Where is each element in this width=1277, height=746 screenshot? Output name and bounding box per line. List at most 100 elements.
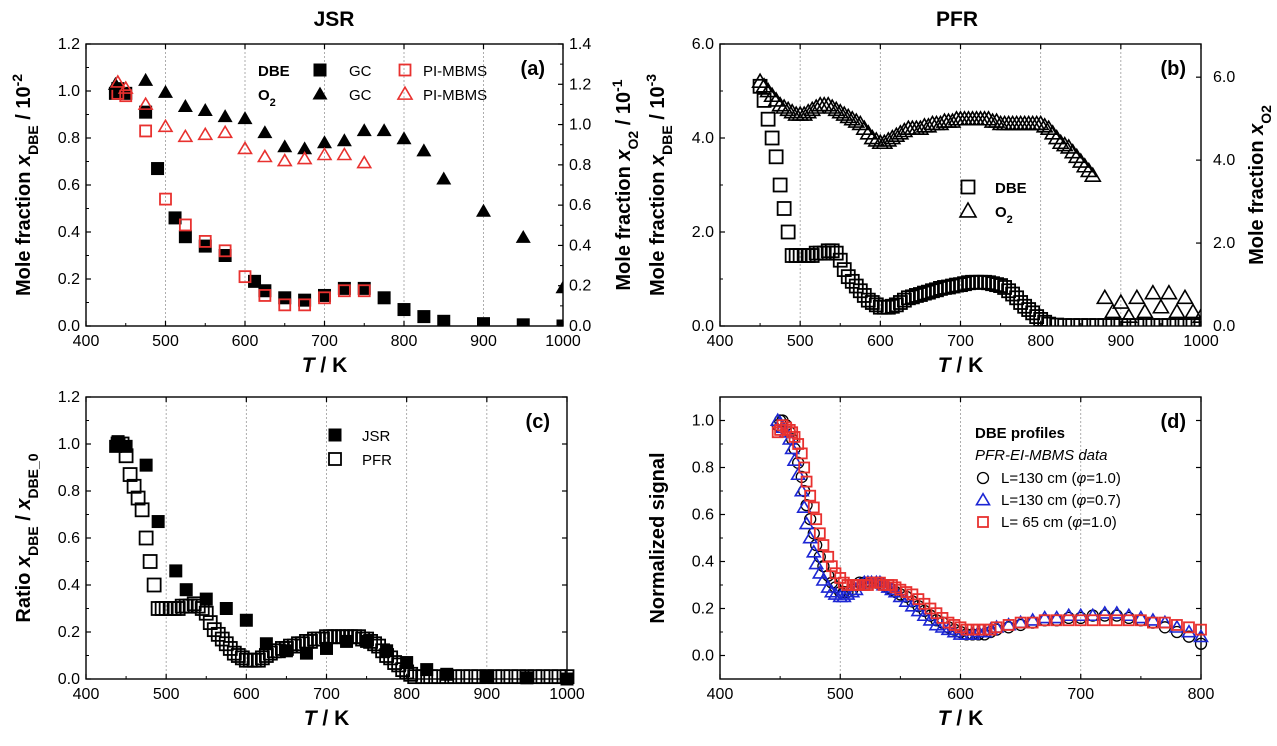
legend-marker <box>960 179 976 195</box>
data-point <box>779 100 798 117</box>
data-point <box>1038 614 1051 627</box>
y2-tick-label: 2.0 <box>1213 235 1235 252</box>
data-point <box>1035 117 1054 133</box>
data-point <box>1048 610 1065 624</box>
y-tick-label: 0.6 <box>58 530 80 547</box>
data-point <box>1110 614 1123 627</box>
data-point <box>803 100 822 117</box>
data-point <box>1014 616 1027 629</box>
x-axis-label: T / K <box>302 354 348 377</box>
y-tick-label: 0.6 <box>692 507 714 524</box>
data-point <box>479 669 495 685</box>
data-point <box>993 278 1008 293</box>
data-point <box>1169 619 1185 633</box>
y-tick-label: 0.0 <box>692 648 714 665</box>
data-point <box>1129 318 1145 326</box>
data-point <box>798 461 811 474</box>
data-point <box>1083 166 1102 182</box>
data-point <box>922 612 939 626</box>
data-point <box>985 276 1000 292</box>
data-point <box>277 139 293 153</box>
data-point <box>206 622 222 638</box>
data-point <box>775 98 794 114</box>
panel-label: (d) <box>1160 411 1186 433</box>
data-point <box>357 281 371 295</box>
data-point <box>798 516 815 530</box>
data-point <box>295 636 310 652</box>
data-point <box>864 295 880 310</box>
data-point <box>168 211 182 225</box>
panel-a: 400 500 600 700 800 900 10000.00.20.40.60.81.0… <box>9 36 641 377</box>
y-tick-label: 0.0 <box>692 318 714 335</box>
x-tick-label: 800 <box>391 333 418 350</box>
data-point <box>868 297 884 313</box>
x-tick-label: 1000 <box>549 686 585 703</box>
data-point <box>198 605 214 621</box>
data-point <box>921 284 936 300</box>
legend-subheading: PFR-EI-MBMS data <box>975 447 1108 464</box>
data-point <box>337 284 351 298</box>
data-point <box>139 105 153 119</box>
data-point <box>933 280 948 296</box>
data-point <box>984 623 997 636</box>
data-point <box>270 643 286 659</box>
legend-marker <box>396 85 414 100</box>
data-point <box>954 621 967 634</box>
data-point <box>416 143 432 157</box>
data-point <box>471 669 487 685</box>
data-point <box>1161 318 1177 326</box>
legend-heading: DBE profiles <box>975 425 1065 442</box>
panel-d-points <box>769 412 1209 650</box>
data-point <box>1111 293 1130 309</box>
data-point <box>186 596 202 612</box>
data-point <box>1144 284 1162 300</box>
legend-dbe: DBE <box>995 180 1027 197</box>
data-point <box>832 252 848 268</box>
data-point <box>154 601 170 616</box>
data-point <box>177 128 194 143</box>
data-point <box>783 103 802 119</box>
data-point <box>804 248 820 263</box>
data-point <box>900 290 916 306</box>
data-point <box>816 245 832 261</box>
data-point <box>1169 318 1185 326</box>
data-point <box>218 244 232 258</box>
data-point <box>1062 614 1075 627</box>
x-tick-label: 1000 <box>1183 333 1219 350</box>
legend-pi: PI-MBMS <box>423 87 487 104</box>
data-point <box>535 669 551 685</box>
data-point <box>1171 619 1183 631</box>
data-point <box>1127 288 1146 305</box>
data-point <box>197 103 213 117</box>
data-point <box>1005 286 1021 302</box>
data-point <box>258 289 272 302</box>
data-point <box>1002 619 1015 631</box>
data-point <box>776 201 792 216</box>
data-point <box>122 467 138 482</box>
legend-gc: GC <box>349 87 372 104</box>
y-tick-label: 0.4 <box>692 554 714 571</box>
data-point <box>1134 614 1148 627</box>
x-tick-label: 1000 <box>545 333 581 350</box>
data-point <box>844 584 861 598</box>
data-point <box>953 277 968 293</box>
data-point <box>887 584 904 598</box>
data-point <box>795 447 808 460</box>
x-axis-label: T / K <box>938 707 984 730</box>
data-point <box>1195 623 1207 636</box>
data-point <box>109 74 126 88</box>
data-point <box>1121 318 1137 326</box>
y-tick-label: 1.0 <box>58 83 80 100</box>
data-point <box>258 648 274 663</box>
data-point <box>1146 616 1160 629</box>
data-point <box>808 556 825 570</box>
data-point <box>297 141 313 155</box>
data-point <box>142 554 158 569</box>
y-tick-label: 0.8 <box>58 130 80 147</box>
data-point <box>786 452 803 466</box>
data-point <box>118 448 134 464</box>
legend-marker <box>313 63 327 77</box>
data-point <box>987 112 1006 128</box>
data-point <box>527 669 543 685</box>
data-point <box>278 298 292 312</box>
